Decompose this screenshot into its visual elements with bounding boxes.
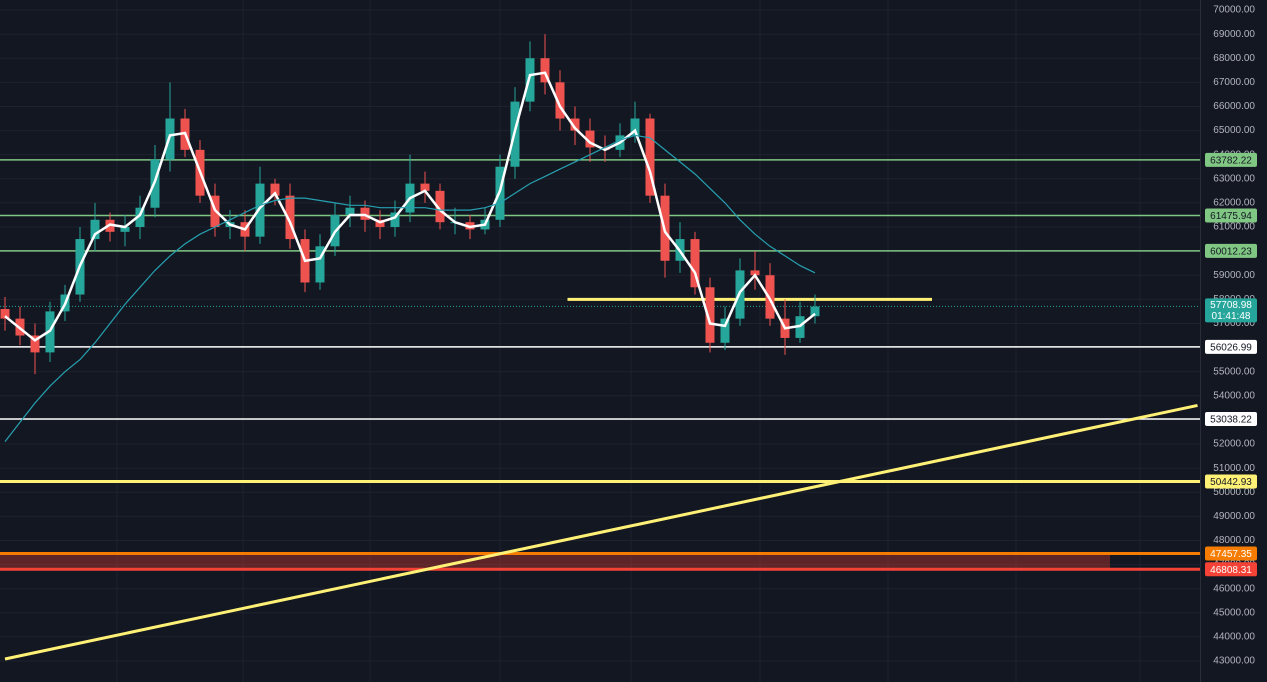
level-label: 56026.99 [1210,343,1252,354]
y-tick-label: 46000.00 [1213,583,1255,594]
candle-body [525,58,535,102]
y-tick-label: 50000.00 [1213,487,1255,498]
trendline [4,403,1198,661]
candle-body [435,190,445,223]
y-tick-label: 62000.00 [1213,198,1255,209]
candle-body [30,335,40,353]
level-label-box [1205,411,1257,426]
candle-body [540,58,550,83]
y-tick-label: 52000.00 [1213,439,1255,450]
moving-average [4,134,816,442]
level-label: 61475.94 [1210,211,1252,222]
y-tick-label: 49000.00 [1213,511,1255,522]
candle-body [315,246,325,283]
candle-body [645,118,655,196]
y-tick-label: 66000.00 [1213,101,1255,112]
y-tick-label: 65000.00 [1213,125,1255,136]
y-tick-label: 43000.00 [1213,656,1255,667]
candle-body [0,308,10,319]
y-tick-label: 67000.00 [1213,77,1255,88]
zone [0,553,1110,570]
y-tick-label: 48000.00 [1213,535,1255,546]
candle-body [705,287,715,343]
candle-body [120,227,130,232]
last-price-label: 57708.98 [1210,300,1252,311]
level-label: 46808.31 [1210,565,1252,576]
level-label-box [1205,339,1257,354]
candle-body [630,118,640,136]
candle-body [270,183,280,196]
level-label: 63782.22 [1210,156,1252,167]
candle-body [345,207,355,215]
y-tick-label: 55000.00 [1213,366,1255,377]
level-label-box [1205,152,1257,167]
candle-body [420,183,430,191]
candle-body [570,118,580,131]
candle-body [690,239,700,288]
last-price-box [1205,298,1257,323]
level-label-box [1205,562,1257,577]
y-tick-label: 63000.00 [1213,173,1255,184]
level-label-box [1205,546,1257,561]
y-tick-label: 68000.00 [1213,53,1255,64]
candle-body [285,195,295,240]
level-label-box [1205,243,1257,258]
candle-body [750,270,760,276]
y-tick-label: 61000.00 [1213,222,1255,233]
level-label: 53038.22 [1210,415,1252,426]
candle-body [720,318,730,343]
level-label: 60012.23 [1210,246,1252,257]
level-label-box [1205,208,1257,223]
candle-body [90,219,100,240]
y-tick-label: 57000.00 [1213,318,1255,329]
y-tick-label: 69000.00 [1213,29,1255,40]
candle-body [135,207,145,228]
moving-average [4,71,816,342]
level-label: 50442.93 [1210,477,1252,488]
level-label-box [1205,474,1257,489]
y-tick-label: 44000.00 [1213,632,1255,643]
candle-body [555,82,565,119]
level-label: 47457.35 [1210,549,1252,560]
y-tick-label: 54000.00 [1213,390,1255,401]
candle-body [255,183,265,237]
candle-body [810,306,820,317]
y-tick-label: 59000.00 [1213,270,1255,281]
candle-body [390,212,400,228]
countdown-label: 01:41:48 [1212,311,1251,322]
candle-body [585,130,595,148]
y-tick-label: 45000.00 [1213,607,1255,618]
y-tick-label: 70000.00 [1213,5,1255,16]
y-tick-label: 51000.00 [1213,463,1255,474]
